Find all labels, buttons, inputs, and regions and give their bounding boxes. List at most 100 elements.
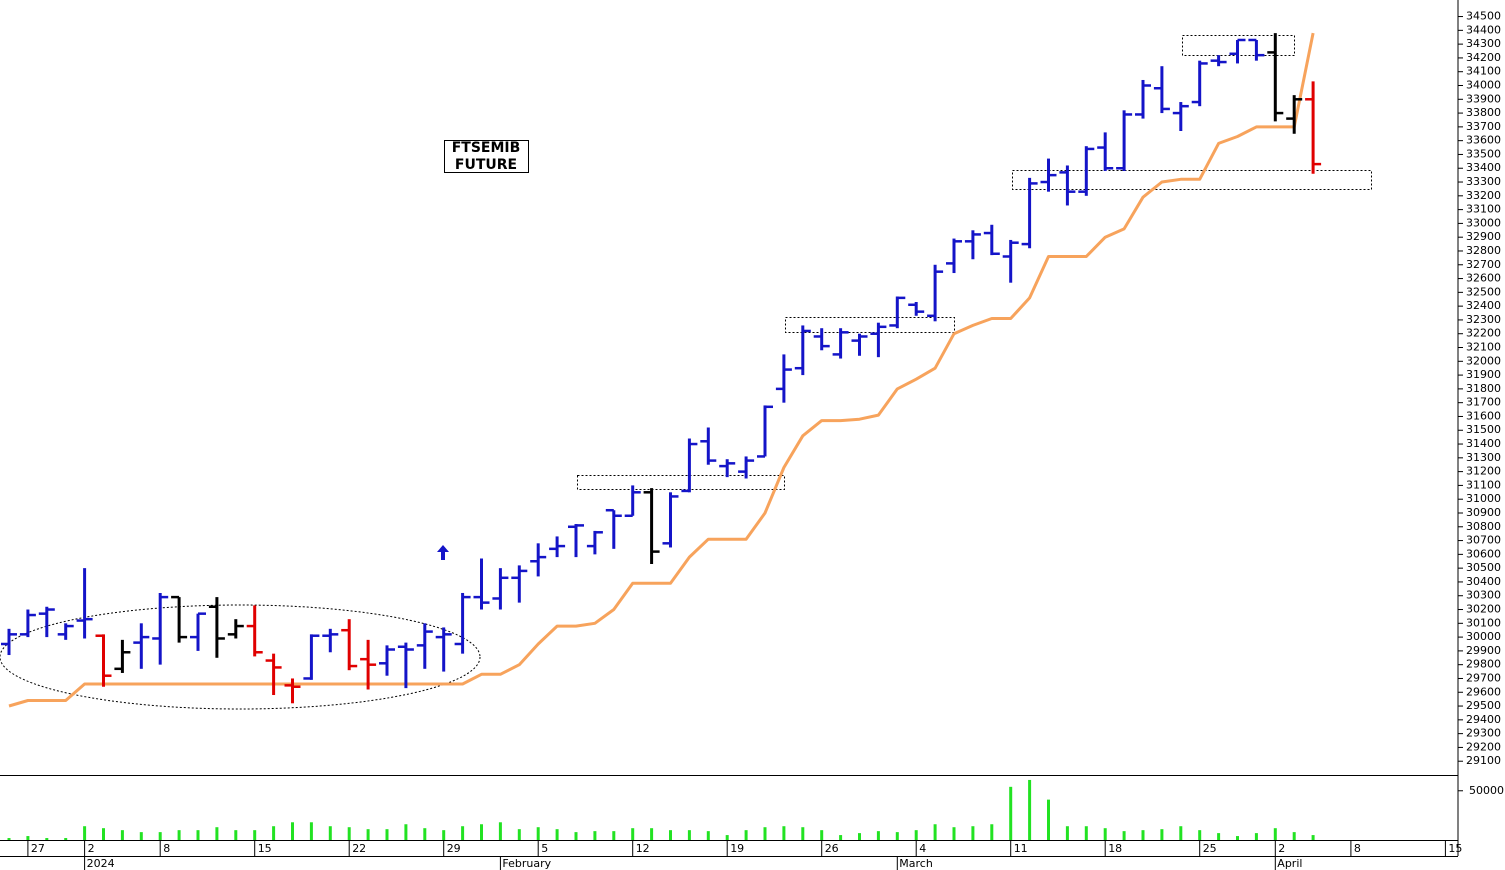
volume-bar	[158, 832, 162, 840]
y-tick-label: 29200	[1466, 740, 1501, 753]
volume-bar	[1198, 830, 1202, 840]
volume-bar	[820, 830, 824, 840]
x-tick-label: 11	[1014, 842, 1028, 855]
y-tick-label: 29700	[1466, 671, 1501, 684]
volume-bar	[744, 830, 748, 840]
volume-bar	[1292, 832, 1296, 840]
volume-bar	[763, 827, 767, 840]
volume-bar	[687, 830, 691, 840]
y-tick-label: 31300	[1466, 451, 1501, 464]
volume-bar	[593, 831, 597, 840]
y-tick-label: 29300	[1466, 727, 1501, 740]
y-tick-label: 33100	[1466, 203, 1501, 216]
volume-bar	[990, 824, 994, 840]
range-ellipse	[0, 604, 481, 710]
y-tick-label: 33300	[1466, 175, 1501, 188]
volume-bar	[1009, 786, 1013, 840]
volume-tick-label: 50000	[1469, 784, 1504, 797]
y-tick-label: 34200	[1466, 51, 1501, 64]
volume-bar	[914, 830, 918, 840]
month-label: March	[899, 857, 933, 870]
y-tick-label: 32200	[1466, 327, 1501, 340]
volume-bar	[1217, 833, 1221, 840]
volume-bar	[423, 828, 427, 840]
y-tick-label: 30800	[1466, 520, 1501, 533]
volume-bar	[83, 826, 87, 840]
y-tick-label: 32400	[1466, 299, 1501, 312]
volume-bar	[64, 838, 68, 840]
y-tick-label: 30900	[1466, 506, 1501, 519]
y-tick-label: 31600	[1466, 409, 1501, 422]
y-tick-label: 33000	[1466, 216, 1501, 229]
volume-bar	[328, 826, 332, 840]
volume-bar	[1084, 826, 1088, 840]
y-tick-label: 30100	[1466, 616, 1501, 629]
volume-bar	[120, 830, 124, 840]
y-tick-label: 29500	[1466, 699, 1501, 712]
x-tick-label: 19	[730, 842, 744, 855]
y-tick-label: 33600	[1466, 134, 1501, 147]
volume-bar	[1103, 828, 1107, 840]
volume-bar	[725, 835, 729, 840]
x-tick-label: 4	[919, 842, 926, 855]
annotation-text: FTSEMIB	[452, 140, 521, 156]
volume-bar	[801, 827, 805, 840]
y-tick-label: 34300	[1466, 37, 1501, 50]
volume-bar	[385, 829, 389, 840]
plot-area: 2910029200293002940029500296002970029800…	[1, 10, 1504, 870]
y-tick-label: 34100	[1466, 65, 1501, 78]
volume-bar	[404, 824, 408, 840]
volume-bar	[971, 826, 975, 840]
y-tick-label: 34000	[1466, 78, 1501, 91]
x-tick-label: 15	[1448, 842, 1462, 855]
y-tick-label: 33900	[1466, 92, 1501, 105]
volume-bar	[196, 830, 200, 840]
x-tick-label: 15	[258, 842, 272, 855]
volume-bar	[253, 830, 257, 840]
y-tick-label: 29900	[1466, 644, 1501, 657]
volume-bar	[706, 831, 710, 840]
volume-bar	[7, 838, 11, 840]
volume-bar	[1047, 799, 1050, 840]
volume-bar	[1311, 835, 1315, 840]
volume-bar	[631, 828, 635, 840]
volume-bar	[555, 829, 559, 840]
volume-bar	[102, 828, 105, 840]
y-tick-label: 31100	[1466, 478, 1501, 491]
y-tick-label: 30600	[1466, 547, 1501, 560]
volume-bar	[1236, 836, 1239, 840]
y-tick-label: 30200	[1466, 603, 1501, 616]
x-tick-label: 18	[1108, 842, 1122, 855]
y-tick-label: 29600	[1466, 685, 1501, 698]
volume-bar	[291, 822, 294, 840]
x-tick-label: 22	[352, 842, 366, 855]
y-tick-label: 33500	[1466, 147, 1501, 160]
volume-bar	[536, 827, 540, 840]
volume-bar	[1160, 829, 1164, 840]
volume-bar	[858, 833, 861, 840]
y-tick-label: 30700	[1466, 534, 1501, 547]
x-tick-label: 12	[636, 842, 650, 855]
volume-bar	[650, 828, 654, 840]
volume-bar	[139, 832, 143, 840]
volume-bar	[1141, 830, 1145, 840]
volume-bar	[366, 829, 370, 840]
x-tick-label: 2	[88, 842, 95, 855]
y-tick-label: 31200	[1466, 465, 1501, 478]
month-label: February	[502, 857, 551, 870]
volume-bar	[952, 827, 956, 840]
volume-bar	[782, 826, 786, 840]
volume-bar	[1028, 779, 1032, 840]
volume-bar	[876, 831, 880, 840]
y-tick-label: 32500	[1466, 285, 1501, 298]
x-tick-label: 27	[31, 842, 45, 855]
y-tick-label: 33200	[1466, 189, 1501, 202]
volume-bar	[1065, 826, 1069, 840]
y-tick-label: 34500	[1466, 10, 1501, 23]
y-tick-label: 32600	[1466, 272, 1501, 285]
volume-bar	[1273, 828, 1277, 840]
zone-box	[1012, 170, 1372, 190]
y-tick-label: 29400	[1466, 713, 1501, 726]
